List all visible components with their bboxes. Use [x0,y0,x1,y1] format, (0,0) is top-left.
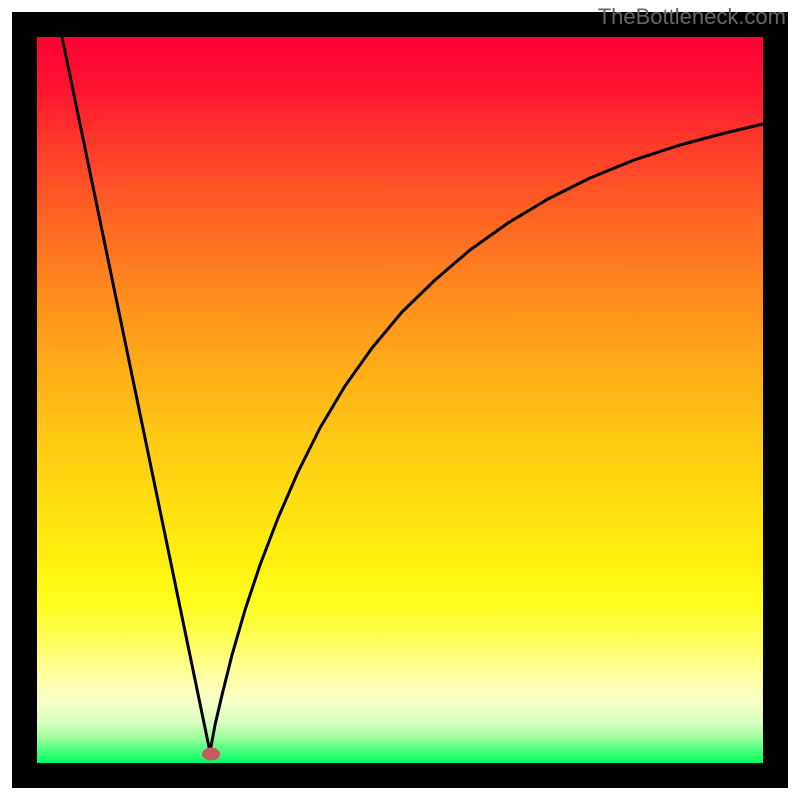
chart-frame [12,12,788,788]
watermark-text: TheBottleneck.com [598,4,786,30]
chart-container: TheBottleneck.com [0,0,800,800]
